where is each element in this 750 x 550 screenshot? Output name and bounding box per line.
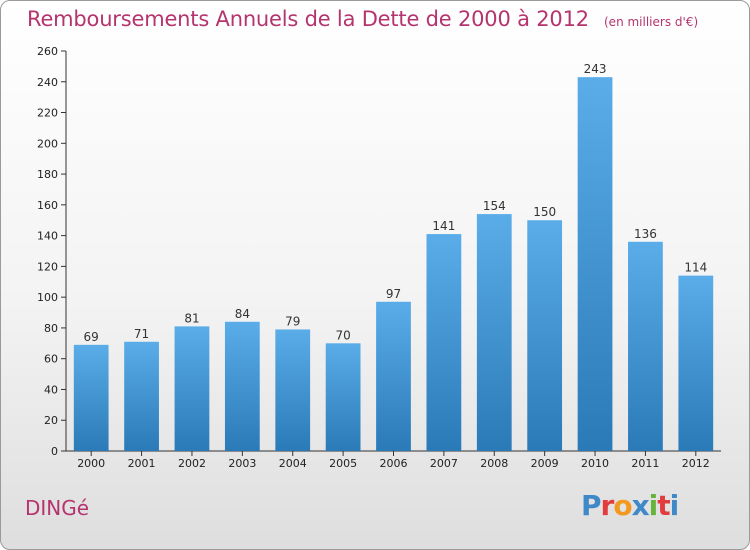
- proxiti-logo[interactable]: Proxiti: [581, 489, 680, 522]
- bar: [174, 326, 210, 451]
- bar: [325, 343, 361, 451]
- bar: [124, 341, 159, 451]
- bars: 69 71 81 84 79 70 97 141 154 150 243 136 114: [73, 62, 714, 452]
- bar: [224, 321, 260, 451]
- bar-value-label: 97: [386, 287, 401, 301]
- logo-letter: P: [581, 489, 602, 522]
- bar: [628, 241, 663, 451]
- y-tick-label: 220: [37, 107, 58, 120]
- logo-letter: i: [648, 489, 659, 522]
- x-tick-label: 2003: [228, 457, 256, 470]
- x-tick-label: 2002: [178, 457, 206, 470]
- logo-letter: i: [669, 489, 680, 522]
- x-tick-label: 2007: [430, 457, 458, 470]
- y-tick-label: 160: [37, 199, 58, 212]
- bar-value-label: 150: [533, 205, 556, 219]
- bar: [527, 220, 563, 451]
- x-tick-label: 2004: [279, 457, 307, 470]
- logo-letter: x: [631, 489, 650, 522]
- bar: [678, 275, 714, 451]
- chart-unit: (en milliers d'€): [604, 15, 699, 29]
- bar: [376, 301, 411, 451]
- bar-value-label: 84: [235, 307, 250, 321]
- y-tick-label: 0: [51, 445, 58, 458]
- y-tick-label: 80: [44, 322, 58, 335]
- x-tick-label: 2000: [77, 457, 105, 470]
- bar-value-label: 69: [84, 330, 99, 344]
- bar: [476, 214, 512, 451]
- bar: [275, 329, 311, 451]
- x-tick-label: 2008: [480, 457, 508, 470]
- logo-letter: t: [657, 489, 670, 522]
- y-tick-label: 20: [44, 414, 58, 427]
- bar-value-label: 141: [432, 219, 455, 233]
- bar-value-label: 243: [584, 62, 607, 76]
- logo-letter: o: [613, 489, 632, 522]
- bar-value-label: 136: [634, 227, 657, 241]
- bar-value-label: 114: [684, 261, 707, 275]
- bar-value-label: 81: [184, 311, 199, 325]
- commune-name: DINGé: [25, 496, 90, 520]
- y-tick-label: 40: [44, 383, 58, 396]
- y-tick-label: 60: [44, 353, 58, 366]
- y-tick-label: 100: [37, 291, 58, 304]
- x-tick-label: 2010: [581, 457, 609, 470]
- y-axis: 0 20 40 60 80 100 120 140 160 180 200 220 240 260: [37, 45, 67, 458]
- logo-letter: r: [600, 489, 615, 522]
- x-tick-label: 2009: [531, 457, 559, 470]
- bar-value-label: 71: [134, 327, 149, 341]
- x-tick-label: 2011: [631, 457, 659, 470]
- bar-value-label: 79: [285, 314, 300, 328]
- y-tick-label: 200: [37, 137, 58, 150]
- y-tick-label: 120: [37, 260, 58, 273]
- x-tick-label: 2006: [380, 457, 408, 470]
- x-tick-label: 2005: [329, 457, 357, 470]
- x-axis: 2000 2001 2002 2003 2004 2005 2006 2007 2008 2009…: [66, 450, 721, 470]
- y-tick-label: 140: [37, 230, 58, 243]
- y-tick-label: 180: [37, 168, 58, 181]
- bar: [426, 234, 462, 451]
- y-tick-label: 260: [37, 45, 58, 58]
- y-tick-label: 240: [37, 76, 58, 89]
- bar: [577, 77, 613, 452]
- title-row: Remboursements Annuels de la Dette de 20…: [27, 7, 698, 31]
- bar-value-label: 70: [335, 328, 350, 342]
- bar-value-label: 154: [483, 199, 506, 213]
- bar: [73, 344, 109, 451]
- x-tick-label: 2001: [128, 457, 156, 470]
- x-tick-label: 2012: [682, 457, 710, 470]
- chart-title: Remboursements Annuels de la Dette de 20…: [27, 7, 589, 31]
